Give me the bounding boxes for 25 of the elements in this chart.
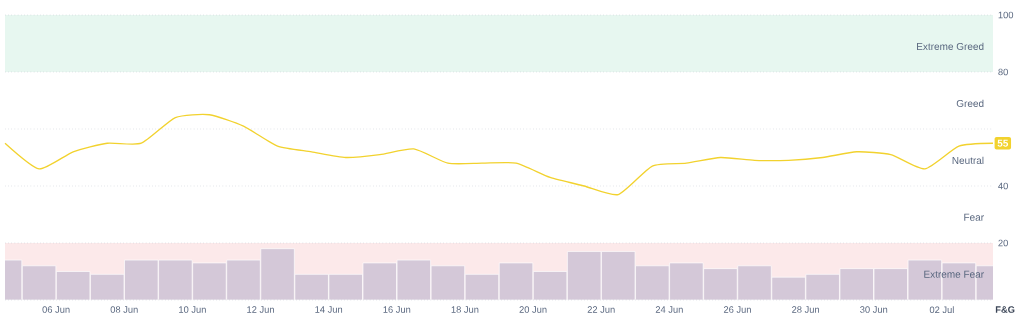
x-tick-label: 12 Jun [247,306,274,313]
x-tick-label: 08 Jun [110,306,138,313]
y-tick-label: 100 [998,11,1014,19]
x-tick-label: 16 Jun [383,306,411,313]
band-label: Extreme Greed [917,42,984,51]
data-label: 55 [997,139,1009,147]
y-axis-title: F&G [995,306,1015,313]
x-tick-label: 30 Jun [860,306,888,313]
x-tick-label: 26 Jun [723,306,751,313]
x-tick-label: 02 Jul [929,306,954,314]
y-tick-label: 20 [998,239,1008,247]
annotation: Greed [956,99,984,108]
x-tick-label: 22 Jun [587,306,615,313]
x-tick-label: 28 Jun [792,306,819,313]
annotation: Neutral [952,156,984,165]
x-tick-label: 06 Jun [42,306,70,313]
annotation: Fear [964,213,984,221]
y-tick-label: 40 [998,182,1008,190]
x-tick-label: 10 Jun [179,306,206,313]
x-tick-label: 18 Jun [451,306,479,313]
x-tick-label: 24 Jun [655,306,683,313]
band-label: Extreme Fear [924,270,984,278]
y-tick-label: 80 [998,68,1008,76]
x-tick-label: 14 Jun [315,306,343,313]
x-tick-label: 20 Jun [519,306,547,313]
